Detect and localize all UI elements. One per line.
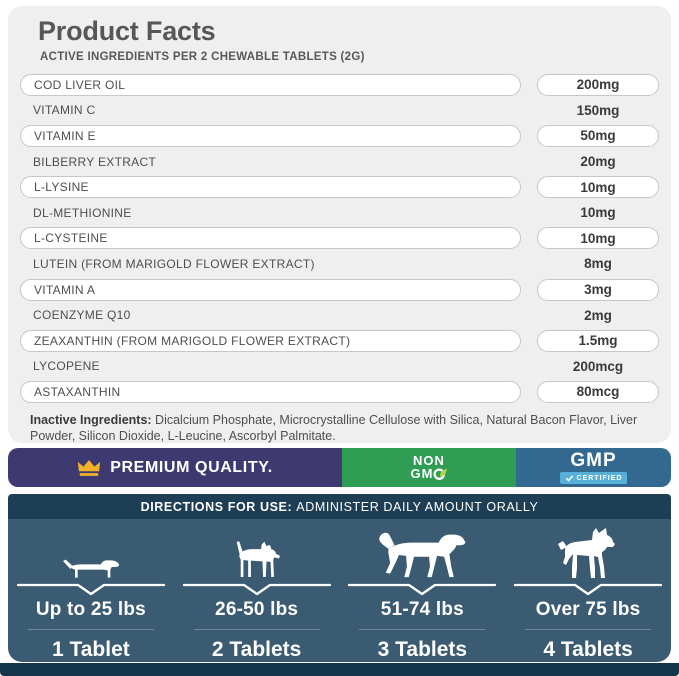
ingredient-row: L-CYSTEINE 10mg	[20, 226, 659, 252]
ingredient-row: LYCOPENE 200mcg	[20, 354, 659, 380]
ingredient-amount: 150mg	[576, 102, 620, 118]
ingredient-name: VITAMIN E	[20, 124, 521, 147]
dachshund-dog-icon	[62, 559, 119, 578]
dosage-panel: Up to 25 lbs 1 Tablet 26-50 lbs 2 Tablet…	[8, 519, 671, 662]
ingredient-name: COENZYME Q10	[33, 308, 131, 323]
ingredient-row: L-LYSINE 10mg	[20, 174, 659, 200]
ingredient-amount: 50mg	[537, 124, 659, 147]
page-title: Product Facts	[38, 16, 216, 46]
tablet-dose: 1 Tablet	[51, 637, 130, 661]
certified-label: CERTIFIED	[576, 474, 623, 482]
weight-range: 26-50 lbs	[215, 599, 299, 620]
ingredient-amount: 10mg	[537, 227, 659, 250]
dosage-column: Up to 25 lbs 1 Tablet	[8, 527, 174, 662]
directions-label: DIRECTIONS FOR USE:	[140, 499, 293, 514]
dog-illustration	[60, 527, 122, 579]
ingredient-row: ZEAXANTHIN (FROM MARIGOLD FLOWER EXTRACT…	[20, 328, 659, 354]
ingredient-amount: 10mg	[580, 205, 616, 221]
premium-quality-label: PREMIUM QUALITY.	[110, 458, 273, 476]
chevron-bracket-icon	[513, 583, 663, 596]
quality-badges: PREMIUM QUALITY. NON GM GMP CERTIFIED	[8, 448, 671, 487]
ingredient-name: ZEAXANTHIN (FROM MARIGOLD FLOWER EXTRACT…	[20, 329, 521, 352]
facts-card: Product Facts ACTIVE INGREDIENTS PER 2 C…	[8, 6, 671, 443]
gmp-label: GMP	[570, 450, 617, 471]
ingredient-amount: 20mg	[580, 154, 616, 170]
divider	[193, 628, 320, 630]
ingredient-row: VITAMIN A 3mg	[20, 277, 659, 303]
weight-range: 51-74 lbs	[380, 599, 464, 620]
chevron-bracket-icon	[348, 583, 497, 596]
ingredient-amount: 10mg	[537, 176, 659, 199]
dog-illustration	[555, 527, 621, 579]
ingredient-name: L-LYSINE	[20, 176, 521, 199]
crown-icon	[78, 459, 101, 476]
ingredient-row: COENZYME Q10 2mg	[20, 302, 659, 328]
ingredient-amount: 3mg	[537, 278, 659, 301]
ingredient-row: DL-METHIONINE 10mg	[20, 200, 659, 226]
chevron-bracket-icon	[182, 583, 331, 596]
medium-dog-icon	[379, 532, 466, 578]
ingredient-name: L-CYSTEINE	[20, 227, 521, 250]
dog-illustration	[231, 527, 283, 579]
ingredient-row: BILBERRY EXTRACT 20mg	[20, 149, 659, 175]
leaf-o-icon	[433, 468, 448, 481]
large-dog-icon	[558, 528, 616, 578]
directions-banner: DIRECTIONS FOR USE: ADMINISTER DAILY AMO…	[8, 494, 671, 519]
tablet-dose: 2 Tablets	[211, 637, 302, 661]
ingredient-amount: 200mcg	[572, 358, 624, 374]
ingredients-table: COD LIVER OIL 200mg VITAMIN C 150mg VITA…	[20, 72, 659, 405]
ingredient-row: ASTAXANTHIN 80mcg	[20, 379, 659, 405]
ingredient-amount: 200mg	[537, 73, 659, 96]
divider	[525, 628, 652, 630]
certified-check-icon	[565, 475, 573, 481]
ingredient-name: DL-METHIONINE	[33, 205, 132, 220]
ingredient-name: BILBERRY EXTRACT	[33, 154, 157, 169]
premium-quality-badge: PREMIUM QUALITY.	[8, 448, 342, 487]
ingredient-row: VITAMIN C 150mg	[20, 98, 659, 124]
ingredient-name: LUTEIN (FROM MARIGOLD FLOWER EXTRACT)	[33, 256, 315, 271]
dog-illustration	[376, 527, 468, 579]
non-gmo-line2: GM	[410, 466, 434, 482]
ingredient-name: VITAMIN C	[33, 103, 96, 118]
tablet-dose: 4 Tablets	[543, 637, 633, 661]
non-gmo-line1: NON	[413, 452, 445, 468]
dosage-column: 26-50 lbs 2 Tablets	[174, 527, 340, 662]
inactive-ingredients: Inactive Ingredients: Dicalcium Phosphat…	[30, 412, 645, 445]
inactive-ingredients-text: Dicalcium Phosphate, Microcrystalline Ce…	[30, 412, 638, 444]
footer-bar	[0, 663, 679, 676]
divider	[27, 628, 154, 630]
ingredient-name: ASTAXANTHIN	[20, 380, 521, 403]
ingredient-row: VITAMIN E 50mg	[20, 123, 659, 149]
directions-text: ADMINISTER DAILY AMOUNT ORALLY	[296, 499, 539, 514]
ingredient-amount: 1.5mg	[537, 329, 659, 352]
chevron-bracket-icon	[16, 583, 166, 596]
ingredient-name: LYCOPENE	[33, 359, 100, 374]
serving-subtitle: ACTIVE INGREDIENTS PER 2 CHEWABLE TABLET…	[40, 51, 365, 63]
ingredient-amount: 80mcg	[537, 380, 659, 403]
divider	[359, 628, 486, 630]
dosage-column: Over 75 lbs 4 Tablets	[505, 527, 671, 662]
ingredient-name: COD LIVER OIL	[20, 73, 521, 96]
non-gmo-badge: NON GM	[342, 448, 516, 487]
weight-range: Over 75 lbs	[535, 599, 641, 620]
gmp-certified-badge: GMP CERTIFIED	[516, 448, 671, 487]
dosage-column: 51-74 lbs 3 Tablets	[340, 527, 506, 662]
certified-tag: CERTIFIED	[559, 472, 628, 484]
ingredient-amount: 8mg	[584, 256, 612, 272]
ingredient-row: LUTEIN (FROM MARIGOLD FLOWER EXTRACT) 8m…	[20, 251, 659, 277]
ingredient-row: COD LIVER OIL 200mg	[20, 72, 659, 98]
small-dog-icon	[236, 541, 280, 577]
inactive-ingredients-label: Inactive Ingredients:	[30, 412, 152, 427]
tablet-dose: 3 Tablets	[377, 637, 468, 661]
weight-range: Up to 25 lbs	[35, 599, 146, 620]
ingredient-name: VITAMIN A	[20, 278, 521, 301]
ingredient-amount: 2mg	[584, 307, 612, 323]
